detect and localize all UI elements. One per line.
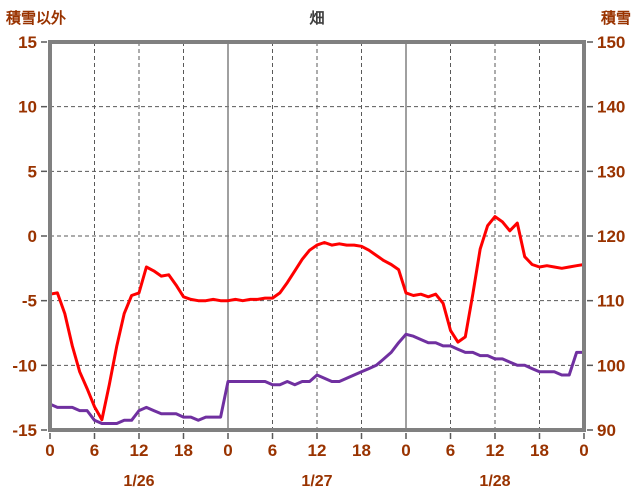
left-axis-title: 積雪以外 <box>6 10 67 27</box>
left-axis-tick-label: 15 <box>18 33 37 52</box>
right-axis-tick-label: 90 <box>597 421 616 440</box>
right-axis-tick-label: 150 <box>597 33 625 52</box>
x-axis-tick-label: 6 <box>446 441 455 460</box>
purple-series-line <box>48 332 586 425</box>
right-axis-title: 積雪 <box>600 10 631 27</box>
red-series-line <box>48 215 586 422</box>
left-axis-tick-label: -10 <box>12 356 37 375</box>
right-axis-tick-label: 120 <box>597 227 625 246</box>
x-axis-day-label: 1/27 <box>301 473 332 490</box>
x-axis-day-label: 1/28 <box>479 473 510 490</box>
x-axis-tick-label: 0 <box>401 441 410 460</box>
x-axis-tick-label: 6 <box>268 441 277 460</box>
x-axis-tick-label: 0 <box>223 441 232 460</box>
left-axis-tick-label: 0 <box>28 227 37 246</box>
right-axis-tick-label: 110 <box>597 292 624 311</box>
right-axis-tick-label: 130 <box>597 162 625 181</box>
x-axis-tick-label: 0 <box>45 441 54 460</box>
left-axis-tick-label: -15 <box>12 421 37 440</box>
left-axis-tick-label: 5 <box>28 162 37 181</box>
x-axis-tick-label: 12 <box>130 441 149 460</box>
left-axis-tick-label: -5 <box>22 292 37 311</box>
x-axis-tick-label: 18 <box>174 441 193 460</box>
x-axis-tick-label: 12 <box>486 441 505 460</box>
chart-title: 畑 <box>309 10 325 27</box>
x-axis-tick-label: 18 <box>352 441 371 460</box>
x-axis-tick-label: 6 <box>90 441 99 460</box>
right-axis-tick-label: 140 <box>597 98 625 117</box>
x-axis-tick-label: 12 <box>308 441 327 460</box>
x-axis-tick-label: 18 <box>530 441 549 460</box>
x-axis-day-label: 1/26 <box>123 473 154 490</box>
plot-border <box>48 40 586 432</box>
right-axis-tick-label: 100 <box>597 356 625 375</box>
x-axis-tick-label: 0 <box>579 441 588 460</box>
left-axis-tick-label: 10 <box>18 98 37 117</box>
